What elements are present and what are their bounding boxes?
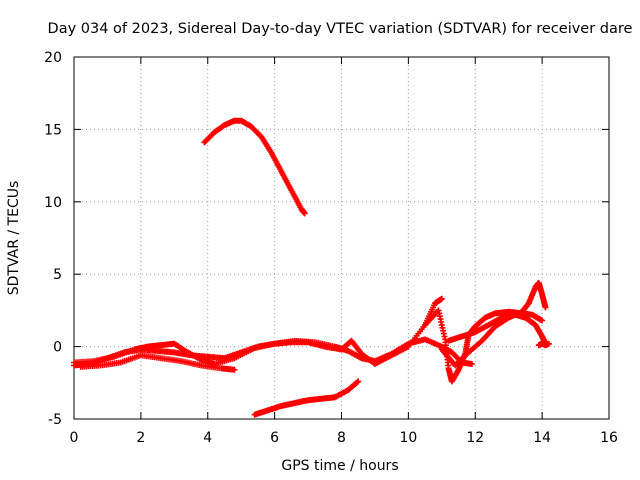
series-markers xyxy=(77,352,238,373)
axis-ticks xyxy=(73,56,610,420)
x-tick-label: 16 xyxy=(600,430,618,446)
y-tick-label: 0 xyxy=(53,340,62,356)
x-tick-label: 2 xyxy=(136,430,145,446)
series-markers xyxy=(445,311,549,347)
series-markers xyxy=(201,117,308,217)
series-tail xyxy=(535,340,552,349)
series-markers xyxy=(71,336,475,367)
y-tick-label: 20 xyxy=(44,50,62,66)
series-late-a xyxy=(422,307,546,385)
series-late-c xyxy=(445,311,549,347)
series-markers xyxy=(422,307,546,385)
x-tick-label: 10 xyxy=(399,430,417,446)
y-tick-label: 15 xyxy=(44,122,62,138)
x-tick-label: 8 xyxy=(337,430,346,446)
x-axis-label: GPS time / hours xyxy=(281,458,398,474)
series-markers xyxy=(535,340,552,349)
x-tick-label: 6 xyxy=(270,430,279,446)
x-tick-label: 12 xyxy=(466,430,484,446)
x-tick-labels: 0 2 4 6 8 10 12 14 16 xyxy=(70,430,618,446)
grid xyxy=(74,57,609,419)
x-tick-label: 4 xyxy=(203,430,212,446)
y-tick-label: 5 xyxy=(53,267,62,283)
series-arc-low xyxy=(251,378,362,418)
series-markers xyxy=(251,378,362,418)
chart-title: Day 034 of 2023, Sidereal Day-to-day VTE… xyxy=(48,21,633,37)
y-axis-label: SDTVAR / TECUs xyxy=(6,181,22,296)
y-tick-labels: -5 0 5 10 15 20 xyxy=(44,50,62,428)
x-tick-label: 0 xyxy=(70,430,79,446)
series-arc-high xyxy=(201,117,308,217)
y-tick-label: -5 xyxy=(48,412,62,428)
data-points xyxy=(71,117,552,418)
series-base-b xyxy=(71,336,475,367)
series-base-c xyxy=(77,352,238,373)
y-tick-label: 10 xyxy=(44,195,62,211)
x-tick-label: 14 xyxy=(533,430,551,446)
